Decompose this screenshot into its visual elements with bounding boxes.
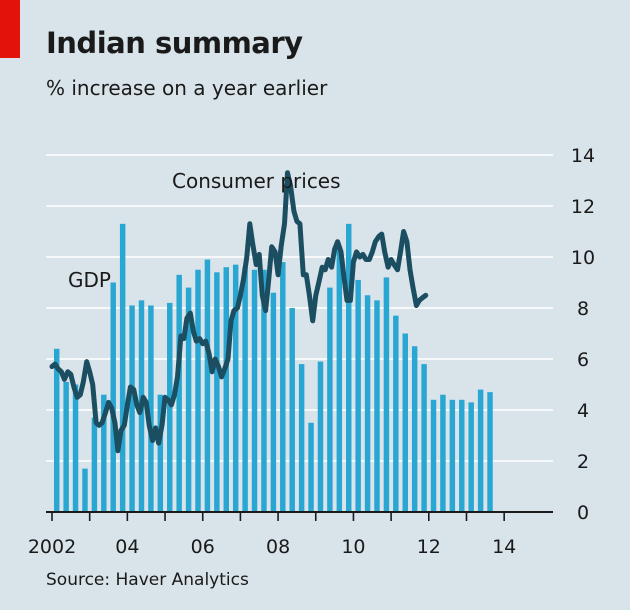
gdp-bar [345, 223, 352, 512]
source-note: Source: Haver Analytics [46, 570, 249, 590]
y-tick-label-12: 12 [571, 196, 595, 218]
gdp-bar [176, 274, 182, 512]
y-tick-label-6: 6 [577, 349, 589, 371]
gdp-bar [214, 272, 220, 512]
gdp-bar [270, 292, 277, 512]
gdp-bar [440, 394, 446, 512]
x-tick-label: 04 [115, 536, 139, 558]
gdp-bars [53, 223, 493, 513]
gdp-bar [251, 269, 258, 512]
x-tick-label: 08 [266, 536, 290, 558]
gdp-bar [232, 264, 239, 512]
gdp-bar [298, 364, 305, 512]
annotation-consumer-prices: Consumer prices [172, 169, 341, 193]
x-axis [46, 511, 553, 521]
x-tick-label: 10 [341, 536, 365, 558]
gdp-bar [223, 267, 230, 512]
consumer-prices-line [49, 170, 429, 454]
x-tick-label: 12 [417, 536, 441, 558]
x-tick-label: 2002 [28, 536, 76, 558]
gdp-bar [53, 348, 60, 512]
x-tick-label: 06 [191, 536, 215, 558]
gdp-bar [317, 361, 324, 512]
gdp-bar [430, 399, 437, 512]
gdp-bar [110, 282, 116, 512]
gdp-bar [204, 259, 211, 512]
annotation-gdp: GDP [68, 268, 111, 292]
y-tick-label-8: 8 [577, 298, 589, 320]
gdp-bar [195, 269, 201, 512]
gdp-bar [129, 305, 135, 512]
gdp-bar [157, 394, 164, 512]
gdp-bar [459, 399, 465, 512]
y-tick-label-0: 0 [577, 502, 589, 524]
chart-title: Indian summary [46, 26, 303, 60]
consumer-prices-line-group [49, 170, 429, 454]
y-tick-label-4: 4 [577, 400, 589, 422]
gdp-bar [355, 279, 361, 512]
gdp-bar [119, 223, 126, 512]
brand-tag [0, 0, 20, 58]
gdp-bar [289, 308, 295, 512]
chart-subtitle: % increase on a year earlier [46, 76, 328, 100]
gdp-bar [72, 384, 79, 512]
y-tick-label-14: 14 [571, 145, 595, 167]
gdp-bar [468, 402, 474, 512]
y-tick-label-2: 2 [577, 451, 589, 473]
gdp-bar [421, 364, 427, 512]
gdp-bar [336, 246, 343, 513]
gdp-bar [364, 295, 371, 512]
gdp-bar [383, 277, 390, 512]
gdp-bar [477, 389, 484, 512]
annotations: Consumer prices GDP [68, 169, 341, 292]
gdp-bar [242, 267, 248, 512]
gdp-bar [402, 333, 408, 512]
gdp-bar [487, 392, 493, 512]
gdp-bar [411, 346, 418, 512]
gdp-bar [63, 381, 69, 512]
gdp-bar [280, 262, 286, 512]
gdp-bar [308, 422, 314, 512]
tick-labels: 0 2 4 6 8 10 12 14 2002 04 06 08 10 12 14 [28, 145, 595, 558]
gdp-bar [82, 468, 88, 512]
gdp-bar [261, 269, 267, 512]
gdp-bar [167, 302, 173, 512]
gdp-bar [101, 394, 107, 512]
x-tick-label: 14 [492, 536, 516, 558]
gdp-bar [185, 287, 192, 512]
gdp-bar [327, 287, 333, 512]
gdp-bar [374, 300, 380, 512]
gdp-bar [393, 315, 399, 512]
y-tick-label-10: 10 [571, 247, 595, 269]
gdp-bar [91, 417, 98, 512]
gdp-bar [148, 305, 154, 512]
gdp-bar [449, 399, 456, 512]
